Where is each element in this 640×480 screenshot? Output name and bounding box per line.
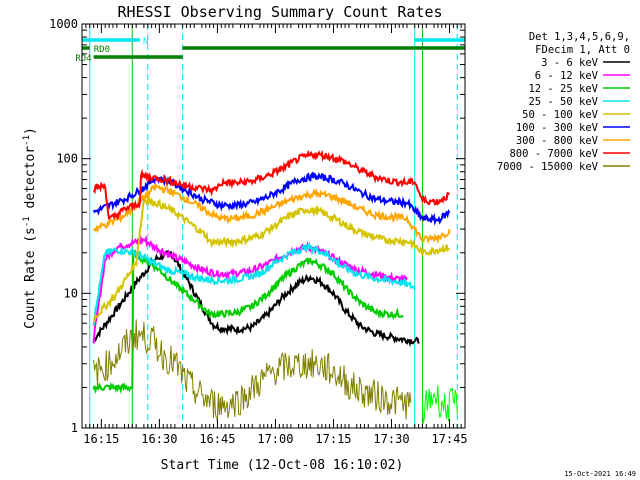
series-line [92,249,404,395]
series-line [92,171,451,226]
chart-title: RHESSI Observing Summary Count Rates [117,3,442,21]
y-axis-label-sup1: -1 [22,216,32,227]
x-tick-label: 17:45 [431,432,467,446]
legend-entry-label: 7000 - 15000 keV [497,161,599,173]
legend-entry-label: 3 - 6 keV [541,57,599,69]
series-line [92,149,451,221]
legend-entry-label: 50 - 100 keV [522,109,599,121]
legend-header-2: FDecim 1, Att 0 [535,44,630,56]
series-line [93,319,412,422]
series-line [92,180,451,245]
legend-entry-label: 12 - 25 keV [528,83,598,95]
x-tick-label: 16:30 [141,432,177,446]
x-tick-label: 17:15 [315,432,351,446]
series-line [92,195,450,324]
y-tick-label: 1 [71,421,78,435]
y-tick-label: 100 [56,152,78,166]
legend-entry-label: 6 - 12 keV [535,70,599,82]
x-axis-label: Start Time (12-Oct-08 16:10:02) [161,458,404,473]
y-axis-label: Count Rate (s-1 detector-1) [22,127,38,329]
x-tick-label: 17:30 [373,432,409,446]
series-line [421,385,458,424]
series-line [92,234,408,344]
y-tick-label: 10 [64,286,78,300]
legend-entry-label: 800 - 7000 keV [509,148,598,160]
series-line [92,241,416,327]
x-tick-label: 16:15 [83,432,119,446]
y-tick-label: 1000 [49,17,78,31]
attenuator-bar-label: N [143,37,148,47]
series-layer [92,149,458,424]
y-axis-label-end: ) [23,127,38,135]
legend-header-1: Det 1,3,4,5,6,9, [529,31,630,43]
legend: Det 1,3,4,5,6,9, FDecim 1, Att 0 3 - 6 k… [497,31,630,173]
y-axis-label-main: Count Rate (s [23,227,38,329]
legend-entry-label: 300 - 800 keV [516,135,599,147]
legend-entry-label: 100 - 300 keV [516,122,599,134]
vertical-markers [89,24,458,428]
attenuator-bar-label: RD4 [75,54,91,64]
axes: 1 10 100 1000 16:15 16:30 16:45 17:00 17:15 17:30… [49,17,467,446]
plot-frame [81,23,466,429]
y-axis-label-mid: detector [23,146,38,217]
legend-entry-label: 25 - 50 keV [528,96,598,108]
x-tick-label: 16:45 [199,432,235,446]
y-axis-label-sup2: -1 [22,135,32,146]
series-line [92,250,420,348]
x-tick-label: 17:00 [257,432,293,446]
timestamp: 15-Oct-2021 16:49 [564,470,636,478]
attenuator-bar-label: RD0 [94,45,110,55]
